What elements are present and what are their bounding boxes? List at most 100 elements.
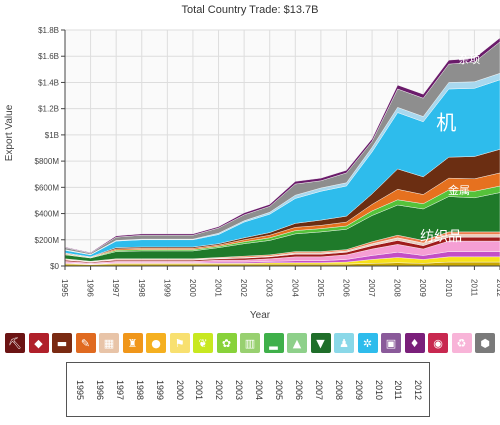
fabric-icon[interactable]: ▦ xyxy=(99,333,119,353)
year-button[interactable]: 1996 xyxy=(91,366,109,414)
area-series-14[interactable] xyxy=(64,37,500,254)
x-tick-label: 1999 xyxy=(162,279,171,297)
year-button-label: 1996 xyxy=(94,379,105,401)
y-tick-label: $1.8B xyxy=(38,26,59,35)
pickaxe-icon[interactable]: ⛏ xyxy=(5,333,25,353)
year-button-label: 2002 xyxy=(214,379,225,401)
x-tick-label: 2001 xyxy=(214,279,223,297)
flag-icon[interactable]: ⚑ xyxy=(169,333,190,353)
x-tick-label: 2007 xyxy=(367,279,376,297)
year-button[interactable]: 2000 xyxy=(171,366,189,414)
brick-icon[interactable]: ▥ xyxy=(240,333,260,353)
x-tick-label: 2010 xyxy=(444,279,453,297)
area-label: 纺织品 xyxy=(420,229,462,245)
y-tick-label: $0 xyxy=(50,262,59,271)
x-tick-label: 2002 xyxy=(239,279,248,297)
year-button[interactable]: 2012 xyxy=(409,366,427,414)
y-tick-label: $400M xyxy=(35,210,60,219)
x-tick-label: 2006 xyxy=(341,279,350,297)
product-category-icon-bar: ⛏ ◆ ▬ ✎ ▦ ♜ ● ⚑ ❦ ✿ ▥ ▂ ▲ ▼ ♟ ✲ ▣ ♦ ◉ ♻ ⬢ xyxy=(5,333,495,355)
year-button[interactable]: 1997 xyxy=(111,366,129,414)
tree-icon[interactable]: ▲ xyxy=(287,333,307,353)
x-tick-label: 2009 xyxy=(418,279,427,297)
y-tick-label: $1.2B xyxy=(38,105,59,114)
year-button-label: 2009 xyxy=(353,379,364,401)
shirt-icon[interactable]: ▼ xyxy=(310,333,331,353)
chart-title: Total Country Trade: $13.7B xyxy=(182,4,319,16)
leaf-icon[interactable]: ❦ xyxy=(193,333,213,353)
y-tick-label: $1.4B xyxy=(38,78,59,87)
year-button-label: 2011 xyxy=(393,380,404,400)
year-button-label: 2012 xyxy=(413,379,424,401)
photo-icon[interactable]: ▣ xyxy=(381,333,401,353)
year-button-label: 1995 xyxy=(75,379,85,401)
x-tick-label: 2012 xyxy=(495,279,500,297)
year-button-label: 1999 xyxy=(154,379,165,401)
gem-icon[interactable]: ♦ xyxy=(404,333,425,353)
year-button-label: 2004 xyxy=(254,379,265,401)
year-button-label: 1997 xyxy=(114,379,125,401)
year-button-label: 1998 xyxy=(134,379,145,401)
year-button[interactable]: 1999 xyxy=(151,366,169,414)
year-button-label: 2007 xyxy=(313,379,324,401)
year-button[interactable]: 2003 xyxy=(230,366,248,414)
cow-icon[interactable]: ▬ xyxy=(52,333,72,353)
year-selector: 1995 1996 1997 1998 1999 2000 2001 2002 2003 2004… xyxy=(66,362,430,417)
fruit-icon[interactable]: ● xyxy=(146,333,166,353)
y-axis-ticks: $0 $200M $400M $600M $800M $1B $1.2B $1.4B $1.6B… xyxy=(35,26,65,271)
dress-icon[interactable]: ♟ xyxy=(334,333,354,353)
x-tick-label: 1998 xyxy=(137,279,146,297)
year-button[interactable]: 2001 xyxy=(190,366,208,414)
year-button[interactable]: 2011 xyxy=(389,366,407,414)
flask-icon[interactable]: ✎ xyxy=(75,333,96,353)
area-label: 杂项 xyxy=(458,53,480,66)
year-button-label: 2008 xyxy=(333,379,344,401)
year-button[interactable]: 2002 xyxy=(210,366,228,414)
year-button[interactable]: 2010 xyxy=(370,366,388,414)
x-tick-label: 1997 xyxy=(111,279,120,297)
x-tick-label: 1995 xyxy=(60,279,69,297)
shoe-icon[interactable]: ▂ xyxy=(263,333,284,353)
y-tick-label: $600M xyxy=(35,183,60,192)
year-button[interactable]: 2004 xyxy=(250,366,268,414)
x-tick-label: 2003 xyxy=(265,279,274,297)
x-tick-label: 2011 xyxy=(469,279,478,297)
year-button[interactable]: 2008 xyxy=(330,366,348,414)
year-button-label: 2010 xyxy=(373,379,384,401)
recycle-icon[interactable]: ♻ xyxy=(451,333,472,353)
year-button[interactable]: 2005 xyxy=(270,366,288,414)
year-button-label: 2003 xyxy=(234,379,245,401)
x-tick-label: 2008 xyxy=(393,279,402,297)
x-tick-label: 2005 xyxy=(316,279,325,297)
cube-icon[interactable]: ⬢ xyxy=(475,333,495,353)
x-axis-ticks: 1995 1996 1997 1998 1999 2000 2001 2002 2003 2004… xyxy=(60,266,500,297)
gear-icon[interactable]: ✲ xyxy=(357,333,378,353)
year-button-label: 2005 xyxy=(274,379,284,401)
year-button[interactable]: 1995 xyxy=(71,366,89,414)
y-tick-label: $1B xyxy=(45,131,59,140)
area-label: 机 xyxy=(436,111,456,135)
bottle-icon[interactable]: ♜ xyxy=(122,333,143,353)
x-axis-title: Year xyxy=(250,310,271,321)
grain-icon[interactable]: ✿ xyxy=(216,333,237,353)
y-tick-label: $200M xyxy=(35,236,60,245)
y-tick-label: $1.6B xyxy=(38,52,59,61)
x-tick-label: 2000 xyxy=(188,279,197,297)
tag-icon[interactable]: ◆ xyxy=(28,333,49,353)
year-button[interactable]: 2007 xyxy=(310,366,328,414)
year-button-label: 2001 xyxy=(194,379,205,401)
year-button[interactable]: 2006 xyxy=(290,366,308,414)
x-tick-label: 2004 xyxy=(290,279,299,297)
y-tick-label: $800M xyxy=(35,157,60,166)
area-label: 金属 xyxy=(448,183,470,197)
year-button[interactable]: 2009 xyxy=(350,366,368,414)
y-axis-title: Export Value xyxy=(4,104,15,161)
year-button[interactable]: 1998 xyxy=(131,366,149,414)
area-series-group xyxy=(64,37,500,267)
x-tick-label: 1996 xyxy=(86,279,95,297)
year-button-label: 2006 xyxy=(293,379,304,401)
year-button-label: 2000 xyxy=(174,379,185,401)
target-icon[interactable]: ◉ xyxy=(428,333,448,353)
